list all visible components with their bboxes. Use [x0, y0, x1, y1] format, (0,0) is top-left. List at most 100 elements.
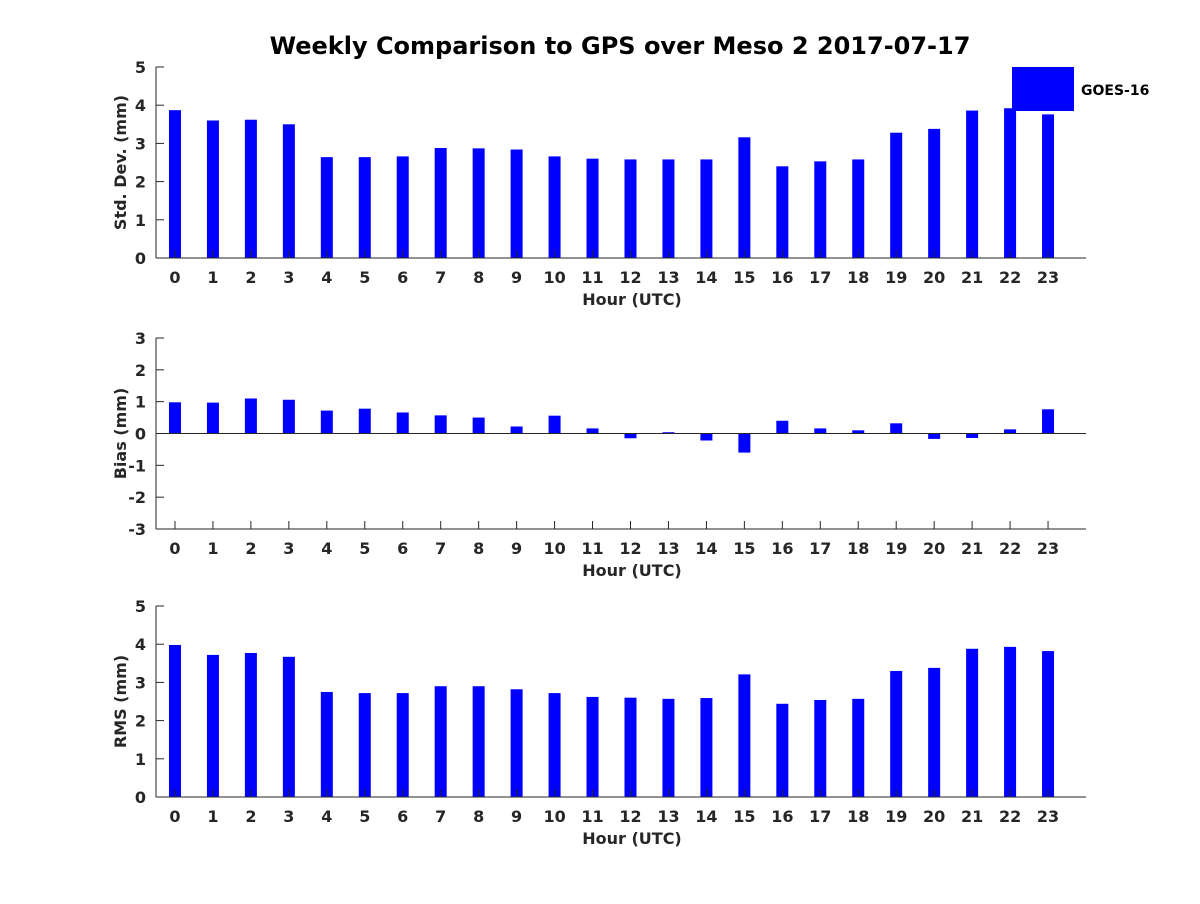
x-tick-label-stddev-16: 16: [771, 268, 793, 287]
bar-bias-hour-12: [624, 433, 637, 439]
x-tick-label-bias-11: 11: [581, 539, 603, 558]
bar-rms-hour-12: [624, 697, 637, 797]
x-axis-label-stddev: Hour (UTC): [582, 290, 682, 309]
bar-rms-hour-2: [244, 652, 257, 797]
y-tick-label-bias--3: -3: [128, 520, 146, 539]
x-tick-label-bias-5: 5: [359, 539, 370, 558]
x-tick-label-rms-17: 17: [809, 807, 831, 826]
x-tick-label-bias-9: 9: [511, 539, 522, 558]
y-tick-label-stddev-1: 1: [135, 211, 146, 230]
x-tick-label-rms-13: 13: [657, 807, 679, 826]
bar-rms-hour-18: [852, 698, 865, 797]
bar-rms-hour-5: [358, 693, 371, 797]
bar-stddev-hour-12: [624, 159, 637, 258]
y-tick-label-stddev-5: 5: [135, 58, 146, 77]
bar-bias-hour-23: [1042, 409, 1055, 434]
y-tick-label-bias-0: 0: [135, 425, 146, 444]
x-tick-label-stddev-10: 10: [543, 268, 565, 287]
x-tick-label-bias-17: 17: [809, 539, 831, 558]
bar-bias-hour-14: [700, 433, 713, 441]
x-tick-label-stddev-18: 18: [847, 268, 869, 287]
x-tick-label-bias-19: 19: [885, 539, 907, 558]
bar-rms-hour-17: [814, 699, 827, 797]
bar-stddev-hour-15: [738, 137, 751, 258]
x-tick-label-bias-0: 0: [169, 539, 180, 558]
x-tick-label-stddev-4: 4: [321, 268, 332, 287]
bar-bias-hour-21: [966, 433, 979, 438]
bar-rms-hour-20: [928, 667, 941, 797]
bar-rms-hour-11: [586, 696, 599, 797]
x-tick-label-rms-16: 16: [771, 807, 793, 826]
bar-stddev-hour-18: [852, 159, 865, 258]
x-tick-label-stddev-23: 23: [1037, 268, 1059, 287]
x-tick-label-rms-22: 22: [999, 807, 1021, 826]
bar-stddev-hour-8: [472, 148, 485, 258]
x-tick-label-rms-11: 11: [581, 807, 603, 826]
x-tick-label-stddev-0: 0: [169, 268, 180, 287]
bar-stddev-hour-16: [776, 166, 789, 258]
bar-stddev-hour-17: [814, 161, 827, 258]
y-tick-label-bias-1: 1: [135, 393, 146, 412]
bar-stddev-hour-21: [966, 110, 979, 258]
x-tick-label-bias-12: 12: [619, 539, 641, 558]
x-tick-label-bias-18: 18: [847, 539, 869, 558]
bar-rms-hour-0: [168, 644, 181, 797]
bar-bias-hour-15: [738, 433, 751, 453]
y-tick-label-stddev-0: 0: [135, 249, 146, 268]
bar-stddev-hour-10: [548, 156, 561, 258]
x-tick-label-rms-0: 0: [169, 807, 180, 826]
bar-bias-hour-2: [244, 398, 257, 434]
x-tick-label-bias-22: 22: [999, 539, 1021, 558]
y-axis-label-stddev: Std. Dev. (mm): [111, 95, 130, 230]
bar-rms-hour-3: [282, 656, 295, 797]
bar-bias-hour-11: [586, 428, 599, 434]
x-tick-label-bias-10: 10: [543, 539, 565, 558]
y-tick-label-stddev-4: 4: [135, 96, 146, 115]
chart-title: Weekly Comparison to GPS over Meso 2 201…: [270, 32, 971, 60]
bar-bias-hour-20: [928, 433, 941, 439]
bar-rms-hour-16: [776, 703, 789, 797]
bar-bias-hour-1: [206, 402, 219, 434]
x-tick-label-bias-6: 6: [397, 539, 408, 558]
bar-rms-hour-4: [320, 691, 333, 797]
y-tick-label-stddev-2: 2: [135, 173, 146, 192]
y-tick-label-bias--2: -2: [128, 488, 146, 507]
y-tick-label-rms-4: 4: [135, 635, 146, 654]
x-tick-label-rms-8: 8: [473, 807, 484, 826]
bar-rms-hour-6: [396, 693, 409, 797]
bar-stddev-hour-20: [928, 128, 941, 258]
x-tick-label-stddev-8: 8: [473, 268, 484, 287]
bar-rms-hour-13: [662, 698, 675, 797]
x-tick-label-rms-23: 23: [1037, 807, 1059, 826]
bar-bias-hour-5: [358, 408, 371, 434]
x-tick-label-stddev-12: 12: [619, 268, 641, 287]
bar-stddev-hour-11: [586, 158, 599, 258]
bar-bias-hour-9: [510, 426, 523, 434]
x-tick-label-bias-1: 1: [207, 539, 218, 558]
bar-bias-hour-10: [548, 415, 561, 434]
x-tick-label-bias-20: 20: [923, 539, 945, 558]
bar-bias-hour-8: [472, 417, 485, 434]
bar-stddev-hour-7: [434, 147, 447, 258]
bar-bias-hour-6: [396, 412, 409, 434]
bar-stddev-hour-19: [890, 132, 903, 258]
bar-rms-hour-21: [966, 648, 979, 797]
bar-stddev-hour-4: [320, 157, 333, 258]
bar-stddev-hour-5: [358, 157, 371, 258]
x-tick-label-stddev-11: 11: [581, 268, 603, 287]
x-tick-label-stddev-19: 19: [885, 268, 907, 287]
y-axis-label-bias: Bias (mm): [111, 388, 130, 480]
bar-rms-hour-9: [510, 689, 523, 797]
x-axis-label-rms: Hour (UTC): [582, 829, 682, 848]
x-tick-label-bias-15: 15: [733, 539, 755, 558]
bar-bias-hour-16: [776, 420, 789, 434]
bar-rms-hour-10: [548, 693, 561, 797]
bar-stddev-hour-23: [1042, 114, 1055, 259]
x-tick-label-rms-7: 7: [435, 807, 446, 826]
x-tick-label-rms-18: 18: [847, 807, 869, 826]
x-tick-label-rms-14: 14: [695, 807, 717, 826]
x-axis-label-bias: Hour (UTC): [582, 561, 682, 580]
x-tick-label-rms-9: 9: [511, 807, 522, 826]
y-tick-label-rms-5: 5: [135, 597, 146, 616]
